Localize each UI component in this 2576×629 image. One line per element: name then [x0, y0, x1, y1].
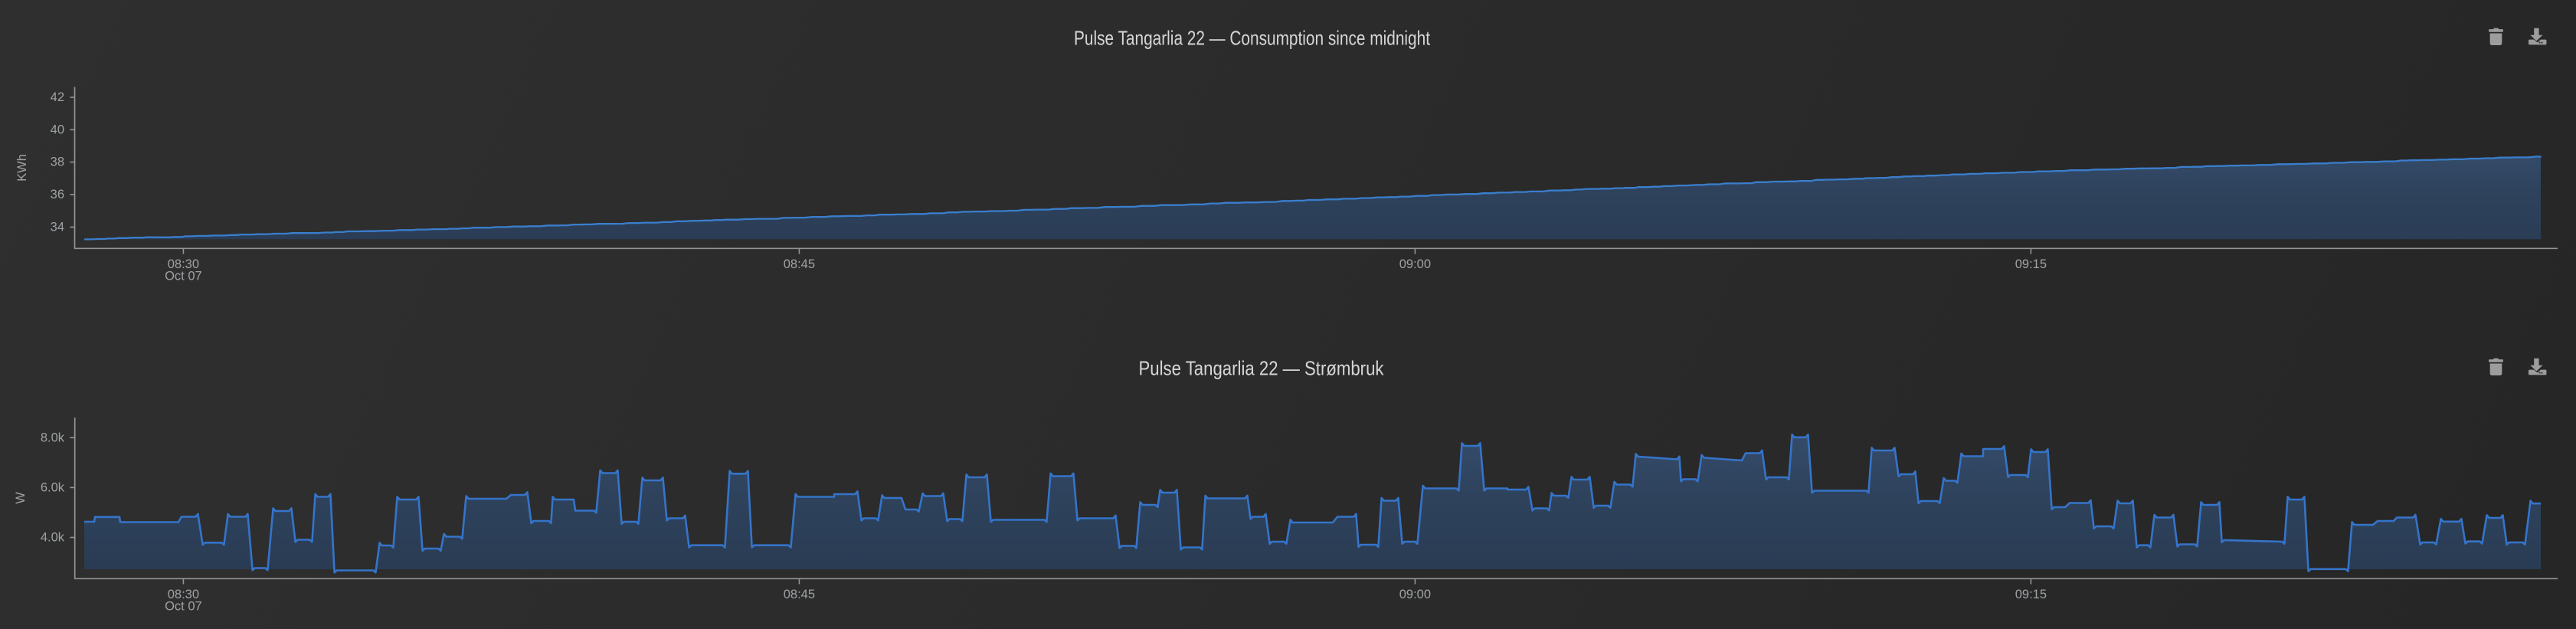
- svg-text:34: 34: [51, 220, 64, 234]
- svg-text:40: 40: [51, 123, 64, 136]
- svg-text:Pulse Tangarlia 22 — Consumpti: Pulse Tangarlia 22 — Consumption since m…: [1074, 26, 1431, 49]
- svg-text:36: 36: [51, 188, 64, 201]
- svg-text:Oct 07: Oct 07: [165, 270, 202, 283]
- svg-text:Pulse Tangarlia 22 — Strømbruk: Pulse Tangarlia 22 — Strømbruk: [1139, 356, 1385, 379]
- svg-text:08:30: 08:30: [168, 257, 199, 271]
- svg-text:4.0k: 4.0k: [41, 531, 65, 545]
- svg-text:08:45: 08:45: [784, 257, 815, 271]
- svg-text:08:30: 08:30: [168, 588, 199, 601]
- svg-text:09:15: 09:15: [2015, 588, 2047, 601]
- svg-text:38: 38: [51, 156, 64, 169]
- svg-text:6.0k: 6.0k: [41, 480, 65, 494]
- svg-text:KWh: KWh: [15, 154, 29, 182]
- svg-text:Oct 07: Oct 07: [165, 600, 202, 614]
- svg-text:09:15: 09:15: [2015, 257, 2047, 271]
- svg-text:09:00: 09:00: [1399, 257, 1431, 271]
- svg-text:08:45: 08:45: [784, 588, 815, 601]
- svg-text:09:00: 09:00: [1399, 588, 1431, 601]
- svg-text:W: W: [14, 492, 28, 504]
- svg-text:8.0k: 8.0k: [41, 431, 65, 444]
- svg-text:42: 42: [51, 90, 64, 104]
